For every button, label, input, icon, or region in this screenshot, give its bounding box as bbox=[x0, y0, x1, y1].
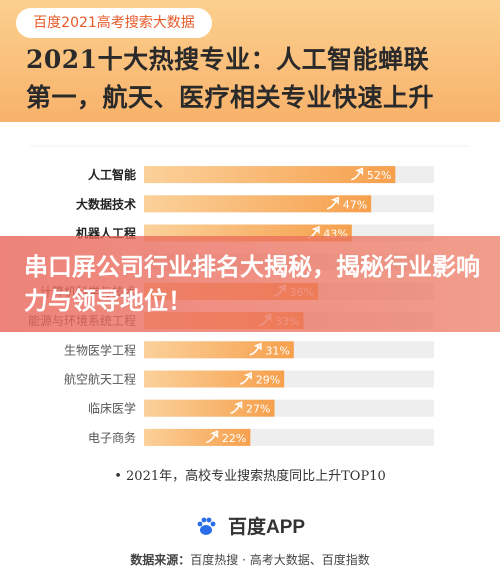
category-label: 大数据技术 bbox=[76, 196, 136, 211]
source-badge: 百度2021高考搜索大数据 bbox=[16, 8, 212, 38]
paw-icon bbox=[197, 517, 216, 535]
bar-value-label: 31% bbox=[265, 344, 289, 357]
bar-value-label: 29% bbox=[256, 374, 280, 387]
headline-line-2: 第一，航天、医疗相关专业快速上升 bbox=[26, 83, 435, 112]
chart-footnote: • 2021年，高校专业搜索热度同比上升TOP10 bbox=[114, 469, 386, 484]
bar bbox=[144, 195, 372, 213]
category-label: 生物医学工程 bbox=[64, 342, 136, 357]
bar bbox=[144, 370, 285, 388]
header-banner: 百度2021高考搜索大数据 2021十大热搜专业：人工智能蝉联 第一，航天、医疗… bbox=[0, 0, 500, 122]
bar bbox=[144, 428, 251, 446]
category-label: 临床医学 bbox=[88, 401, 136, 416]
headline-line-1: 2021十大热搜专业：人工智能蝉联 bbox=[26, 45, 430, 74]
bar bbox=[144, 166, 396, 184]
category-label: 人工智能 bbox=[88, 167, 136, 182]
trend-arrow-icon bbox=[206, 430, 219, 444]
category-label: 电子商务 bbox=[88, 430, 136, 445]
bar-value-label: 52% bbox=[367, 169, 391, 182]
trend-arrow-icon bbox=[249, 342, 262, 356]
trend-arrow-icon bbox=[351, 167, 364, 181]
bar-value-label: 22% bbox=[222, 432, 246, 445]
article-title-overlay: 串口屏公司行业排名大揭秘，揭秘行业影响力与领导地位！ bbox=[0, 236, 500, 332]
trend-arrow-icon bbox=[239, 371, 252, 385]
article-title: 串口屏公司行业排名大揭秘，揭秘行业影响力与领导地位！ bbox=[24, 253, 480, 315]
data-source: 数据来源：百度热搜 · 高考大数据、百度指数 bbox=[0, 551, 500, 568]
trend-arrow-icon bbox=[326, 196, 339, 210]
brand-logo: 百度APP bbox=[0, 512, 500, 542]
brand-name: 百度APP bbox=[228, 517, 306, 538]
category-label: 航空航天工程 bbox=[64, 372, 136, 387]
bar-value-label: 47% bbox=[343, 198, 367, 211]
trend-arrow-icon bbox=[230, 401, 243, 414]
data-source-text: 百度热搜 · 高考大数据、百度指数 bbox=[190, 553, 370, 567]
bar-value-label: 27% bbox=[246, 403, 270, 416]
data-source-label: 数据来源： bbox=[130, 553, 191, 567]
